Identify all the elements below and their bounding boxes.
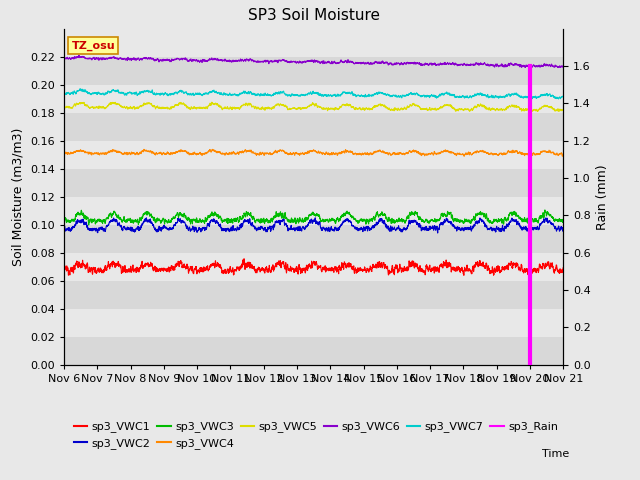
Text: Time: Time: [542, 449, 570, 459]
Y-axis label: Soil Moisture (m3/m3): Soil Moisture (m3/m3): [12, 128, 24, 266]
Bar: [64, 197, 563, 225]
Bar: [64, 337, 563, 365]
Bar: [64, 253, 563, 281]
Bar: [64, 281, 563, 309]
Bar: [64, 309, 563, 337]
Legend: sp3_VWC1, sp3_VWC2, sp3_VWC3, sp3_VWC4, sp3_VWC5, sp3_VWC6, sp3_VWC7, sp3_Rain: sp3_VWC1, sp3_VWC2, sp3_VWC3, sp3_VWC4, …: [70, 417, 563, 453]
Title: SP3 Soil Moisture: SP3 Soil Moisture: [248, 9, 380, 24]
Text: TZ_osu: TZ_osu: [72, 41, 115, 51]
Bar: [64, 85, 563, 113]
Bar: [64, 57, 563, 85]
Bar: [64, 225, 563, 253]
Bar: [529, 66, 531, 365]
Bar: [64, 113, 563, 141]
Bar: [64, 141, 563, 169]
Y-axis label: Rain (mm): Rain (mm): [596, 164, 609, 229]
Bar: [64, 169, 563, 197]
